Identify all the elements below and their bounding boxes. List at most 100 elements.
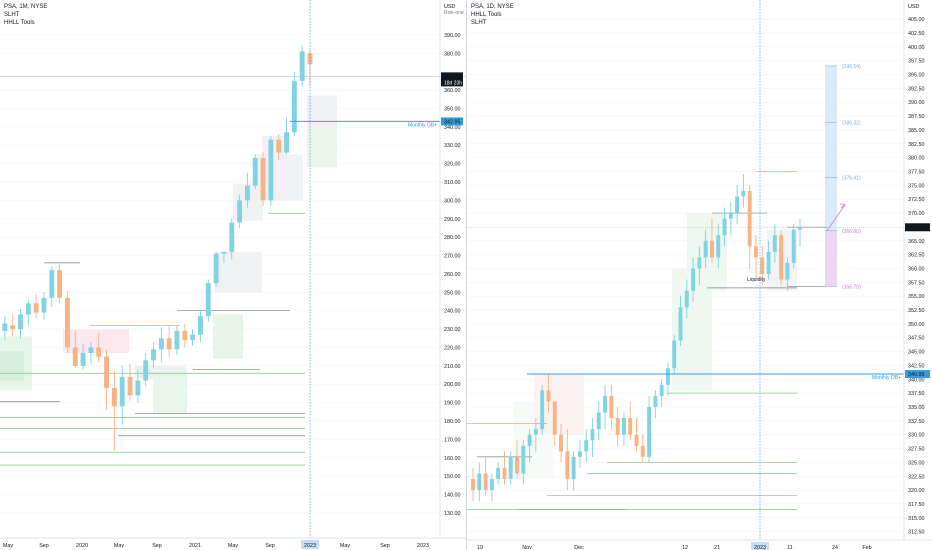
price-tick-label: 365.00	[908, 239, 925, 245]
price-tick-label: 300.00	[444, 198, 461, 204]
down-candle	[502, 467, 507, 480]
monthly-chart-pane[interactable]: PSA, 1M, NYSE SLHT HHLL Tools Monthly OB…	[0, 0, 466, 550]
up-candle	[80, 352, 86, 366]
down-candle	[72, 347, 78, 366]
price-axis-subtitle: Risk-one	[444, 10, 464, 16]
up-candle	[190, 334, 196, 341]
up-candle	[496, 467, 501, 480]
right-legend: PSA, 1D, NYSE HHLL Tools SLHT	[471, 3, 514, 27]
price-tick-label: 280.00	[444, 235, 461, 241]
up-candle	[151, 349, 156, 361]
time-tick-label: Feb	[862, 545, 871, 550]
price-tick-label: 230.00	[444, 327, 461, 333]
time-tick-label: 19	[477, 545, 483, 550]
up-candle	[221, 251, 227, 254]
up-candle	[25, 303, 31, 315]
time-tick-label: 2020	[76, 543, 88, 549]
price-tick-label: 402.50	[908, 31, 925, 37]
price-axis-currency: USD	[444, 4, 455, 10]
price-tick-label: 390.00	[908, 100, 925, 106]
price-tick-label: 380.00	[908, 156, 925, 162]
down-candle	[565, 451, 570, 480]
price-tick-label: 335.00	[908, 405, 925, 411]
fib-level-label: (356.78)	[842, 284, 861, 290]
price-tick-label: 325.00	[908, 460, 925, 466]
price-tick-label: 310.00	[444, 180, 461, 186]
down-candle	[552, 401, 557, 435]
monthly-ob-label: Monthly OB+	[872, 375, 901, 381]
down-candle	[640, 445, 645, 457]
up-candle	[291, 80, 297, 133]
ob-price-tag	[905, 370, 930, 379]
price-axis-currency: USD	[908, 4, 919, 10]
price-tick-label: 180.00	[444, 419, 461, 425]
down-candle	[166, 338, 172, 350]
up-candle	[596, 412, 601, 430]
price-tick-label: 352.50	[908, 308, 925, 314]
up-candle	[659, 384, 664, 396]
up-candle	[143, 360, 149, 381]
down-candle	[64, 297, 70, 348]
price-tick-label: 150.00	[444, 474, 461, 480]
up-candle	[684, 290, 689, 308]
up-candle	[728, 213, 733, 219]
liquidity-label: Liquidity	[747, 277, 766, 283]
projection-arrow	[826, 204, 846, 232]
up-candle	[791, 229, 796, 263]
price-tick-label: 250.00	[444, 290, 461, 296]
right-indicator-hhll: HHLL Tools	[471, 12, 502, 18]
up-candle	[785, 262, 790, 280]
down-candle	[260, 158, 266, 201]
price-tick-label: 400.00	[908, 45, 925, 51]
up-candle	[88, 347, 94, 353]
price-tick-label: 240.00	[444, 309, 461, 315]
up-candle	[716, 235, 721, 258]
up-candle	[158, 338, 164, 350]
price-tick-label: 315.00	[908, 516, 925, 522]
price-tick-label: 375.00	[908, 183, 925, 189]
time-tick-label: Dec	[574, 545, 584, 550]
down-candle	[609, 395, 614, 419]
price-tick-label: 360.00	[444, 88, 461, 94]
daily-chart-pane[interactable]: PSA, 1D, NYSE HHLL Tools SLHT Monthly OB…	[467, 0, 932, 550]
up-candle	[741, 190, 746, 197]
price-tick-label: 347.50	[908, 336, 925, 342]
up-candle	[527, 434, 532, 446]
down-candle	[33, 303, 39, 313]
price-tick-label: 220.00	[444, 345, 461, 351]
right-chart-svg[interactable]: Monthly OB+ USD 312.50 315.00 317.50 320.00 32…	[467, 0, 932, 550]
up-candle	[135, 380, 141, 396]
price-tick-label: 405.00	[908, 17, 925, 23]
demand-zone	[307, 124, 337, 168]
fib-retrace-zone	[825, 230, 837, 287]
time-tick-label: 2023	[417, 543, 429, 549]
up-candle	[678, 307, 683, 341]
down-candle	[10, 325, 16, 330]
pane-divider[interactable]	[466, 0, 467, 550]
price-tick-label: 385.00	[908, 128, 925, 134]
up-candle	[672, 340, 677, 369]
up-candle	[489, 479, 494, 491]
down-candle	[104, 356, 109, 388]
up-candle	[772, 235, 777, 252]
down-candle	[615, 418, 620, 435]
price-tick-label: 322.50	[908, 474, 925, 480]
price-tick-label: 337.50	[908, 391, 925, 397]
down-candle	[182, 330, 188, 341]
price-tick-label: 330.00	[444, 143, 461, 149]
time-tick-label: May	[3, 543, 13, 549]
price-tick-label: 330.00	[908, 433, 925, 439]
up-candle	[735, 196, 740, 214]
price-tick-label: 390.00	[444, 33, 461, 39]
price-tick-label: 317.50	[908, 502, 925, 508]
down-candle	[307, 53, 313, 65]
up-candle	[49, 270, 55, 298]
up-candle	[198, 316, 203, 335]
time-tick-label: Sep	[265, 543, 275, 549]
up-candle	[205, 283, 211, 317]
up-candle	[174, 330, 180, 350]
down-candle	[559, 434, 563, 452]
price-tick-label: 395.00	[908, 73, 925, 79]
time-tick-label: Sep	[380, 543, 390, 549]
